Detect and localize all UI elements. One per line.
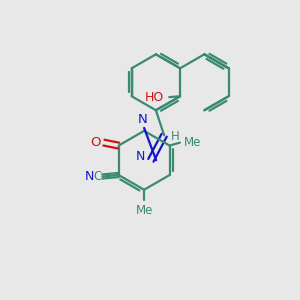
Text: C: C — [93, 170, 101, 183]
Text: H: H — [171, 130, 179, 143]
Text: N: N — [85, 170, 94, 183]
Text: N: N — [136, 150, 146, 163]
Text: HO: HO — [145, 91, 164, 104]
Text: O: O — [90, 136, 101, 149]
Text: Me: Me — [135, 205, 153, 218]
Text: N: N — [138, 112, 148, 126]
Text: Me: Me — [184, 136, 202, 148]
